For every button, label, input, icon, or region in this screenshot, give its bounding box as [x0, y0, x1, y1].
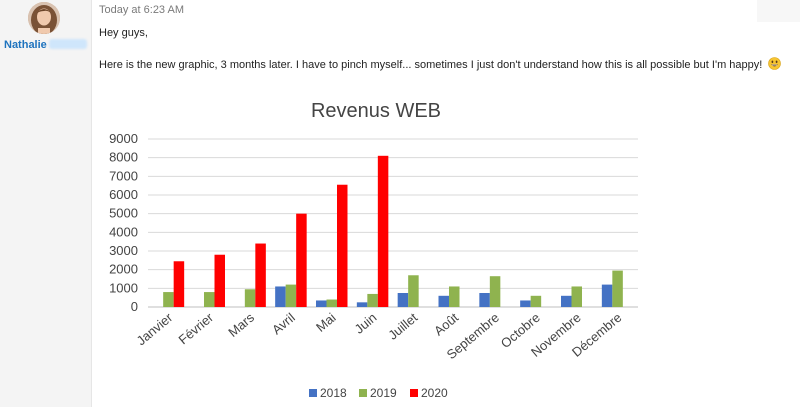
x-axis: Janvier Février Mars Avril Mai Juin Juillet Aoû…: [134, 309, 625, 362]
bar-2018-décembre: [601, 284, 613, 307]
bar-2018-septembre: [479, 293, 490, 307]
y-tick-label: 7000: [109, 168, 138, 183]
revenue-chart: Revenus WEB 0 1000 2000 3000 4000 5000 6000 700…: [109, 100, 638, 400]
x-tick-label: Août: [431, 310, 461, 339]
x-tick-label: Janvier: [134, 309, 176, 348]
message-body: Here is the new graphic, 3 months later.…: [99, 57, 782, 71]
y-tick-label: 6000: [109, 187, 138, 202]
grinning-face-icon: [768, 57, 782, 70]
bar-2020-mai: [337, 184, 348, 307]
chart-title: Revenus WEB: [311, 100, 441, 122]
x-tick-label: Février: [176, 309, 217, 347]
bar-2018-mai: [316, 300, 327, 307]
bar-2020-février: [214, 254, 225, 307]
avatar[interactable]: [28, 2, 60, 34]
bar-2019-décembre: [612, 270, 623, 307]
bar-2019-février: [204, 292, 215, 307]
bar-2019-mai: [326, 299, 337, 307]
bar-2019-mars: [244, 289, 256, 307]
message-text: Here is the new graphic, 3 months later.…: [99, 59, 763, 71]
y-tick-label: 3000: [109, 243, 138, 258]
message-greeting: Hey guys,: [99, 27, 148, 39]
message-timestamp: Today at 6:23 AM: [99, 4, 184, 16]
bar-2019-août: [449, 286, 460, 307]
y-tick-label: 4000: [109, 224, 138, 239]
bar-2019-septembre: [489, 276, 501, 307]
header-corner: [757, 0, 800, 22]
legend-swatch-2018: [309, 389, 317, 397]
legend-label: 2020: [421, 386, 448, 400]
chart-bars: [163, 155, 623, 307]
bar-2018-juillet: [397, 293, 409, 307]
legend-label: 2018: [320, 386, 347, 400]
redacted-surname: [48, 39, 87, 49]
legend-swatch-2020: [410, 389, 418, 397]
bar-2019-avril: [285, 284, 297, 307]
bar-2020-avril: [296, 213, 307, 307]
bar-2020-mars: [255, 243, 266, 307]
x-tick-label: Juin: [352, 310, 380, 337]
bar-2018-juin: [356, 302, 368, 307]
y-tick-label: 5000: [109, 206, 138, 221]
sidebar: Nathalie: [0, 0, 92, 407]
bar-2019-novembre: [571, 286, 582, 307]
bar-2019-octobre: [530, 295, 542, 307]
bar-2019-janvier: [163, 292, 174, 307]
x-tick-label: Juillet: [385, 310, 420, 343]
bar-2018-avril: [275, 286, 286, 307]
legend-label: 2019: [370, 386, 397, 400]
chart-grid: [148, 138, 638, 308]
legend-swatch-2019: [359, 389, 367, 397]
y-axis: 0 1000 2000 3000 4000 5000 6000 7000 8000 9000: [109, 131, 138, 314]
bar-2019-juillet: [408, 275, 419, 307]
bar-2018-octobre: [520, 300, 531, 307]
y-tick-label: 1000: [109, 280, 138, 295]
x-tick-label: Mai: [313, 310, 339, 335]
bar-2018-novembre: [561, 295, 572, 307]
y-tick-label: 2000: [109, 262, 138, 277]
bar-2020-janvier: [173, 261, 185, 307]
bar-2020-juin: [377, 155, 389, 307]
bar-2019-juin: [367, 293, 378, 307]
x-tick-label: Mars: [225, 309, 257, 339]
x-tick-label: Avril: [269, 310, 298, 338]
bar-2018-août: [438, 295, 449, 307]
y-tick-label: 8000: [109, 150, 138, 165]
author-name[interactable]: Nathalie: [4, 39, 87, 51]
y-tick-label: 9000: [109, 131, 138, 146]
chart-legend: 2018 2019 2020: [309, 386, 448, 400]
y-tick-label: 0: [131, 299, 138, 314]
